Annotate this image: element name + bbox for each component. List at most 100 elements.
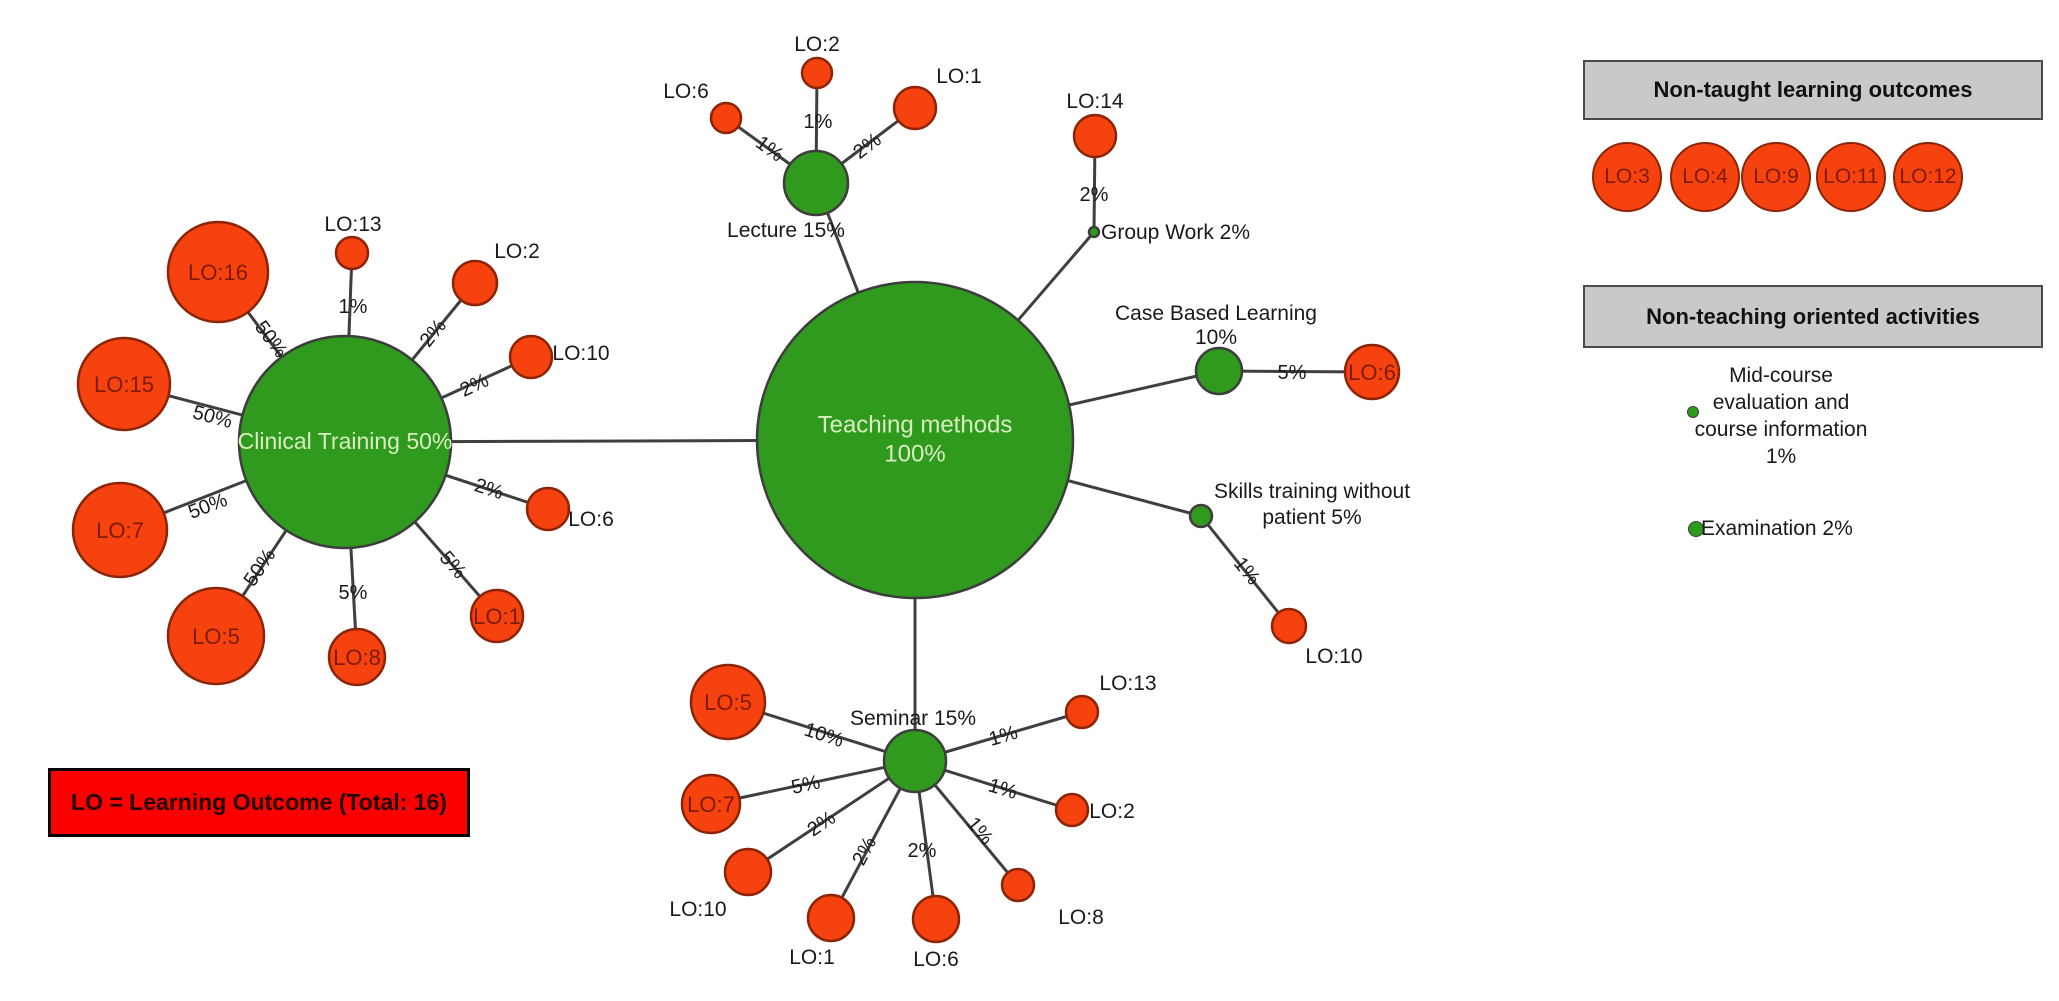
activity-label-0: Mid-course evaluation and course informati… — [1651, 362, 1911, 470]
edge-pct-lecture-lo2: 1% — [804, 111, 833, 133]
edge-pct-clinical-lo5: 50% — [240, 545, 281, 591]
outcome-node-seminar-lo5 — [689, 663, 767, 741]
outcome-label-clinical-lo1: LO:1 — [473, 604, 521, 629]
legend-text: LO = Learning Outcome (Total: 16) — [71, 789, 447, 815]
outcome-label-lecture-lo1: LO:1 — [936, 65, 982, 88]
method-node-groupwork — [1087, 225, 1101, 239]
edge-pct-seminar-lo13: 1% — [986, 722, 1020, 751]
activity-label-line: Examination 2% — [1701, 517, 1853, 540]
outcome-node-seminar-lo2 — [1054, 792, 1090, 828]
outcome-label-clinical-lo7: LO:7 — [96, 518, 144, 543]
edge-pct-clinical-lo7: 50% — [185, 489, 230, 524]
non-taught-outcome-lo3: LO:3 — [1592, 142, 1662, 212]
activity-label-line: evaluation and — [1712, 391, 1850, 414]
edge-pct-clinical-lo13: 1% — [339, 296, 368, 318]
edge-pct-seminar-lo2: 1% — [986, 775, 1020, 805]
method-node-clinical — [237, 334, 453, 550]
legend-box: LO = Learning Outcome (Total: 16) — [48, 768, 470, 837]
hub-label-clinical: Clinical Training 50% — [238, 428, 453, 454]
hub-label-skills: Skills training without — [1214, 480, 1410, 503]
outcome-node-seminar-lo1 — [806, 893, 856, 943]
method-node-lecture — [782, 149, 850, 217]
edge-pct-seminar-lo8: 1% — [962, 813, 998, 849]
outcome-node-seminar-lo6 — [911, 894, 961, 944]
hub-label-groupwork: Group Work 2% — [1101, 221, 1250, 244]
outcome-label-skills-lo10: LO:10 — [1305, 645, 1362, 668]
edge-pct-seminar-lo5: 10% — [801, 719, 846, 752]
outcome-node-seminar-lo8 — [1000, 867, 1036, 903]
non-taught-outcome-lo11: LO:11 — [1816, 142, 1886, 212]
outcome-node-clinical-lo13 — [334, 235, 370, 271]
outcome-label-cbl-lo6: LO:6 — [1348, 360, 1396, 385]
hub-label-teaching: 100% — [884, 441, 945, 468]
hub-label-skills: patient 5% — [1262, 506, 1361, 529]
non-taught-outcome-lo9: LO:9 — [1741, 142, 1811, 212]
activity-dot-icon — [1688, 521, 1704, 537]
edge-skills-lo10 — [1199, 515, 1291, 627]
outcome-node-clinical-lo8 — [327, 627, 387, 687]
outcome-node-seminar-lo10 — [723, 847, 773, 897]
outcome-label-clinical-lo2: LO:2 — [494, 240, 540, 263]
method-node-teaching — [755, 280, 1075, 600]
outcome-label-seminar-lo6: LO:6 — [913, 948, 959, 971]
panel-non-teaching-title: Non-teaching oriented activities — [1646, 303, 1980, 329]
outcome-node-clinical-lo10 — [508, 334, 554, 380]
outcome-node-clinical-lo2 — [451, 259, 499, 307]
outcome-label-seminar-lo1: LO:1 — [789, 946, 835, 969]
activity-dot-icon — [1687, 406, 1699, 418]
hub-label-cbl: Case Based Learning — [1115, 302, 1317, 325]
hub-label-seminar: Seminar 15% — [850, 707, 976, 730]
activity-label-line: 1% — [1765, 445, 1797, 468]
method-node-cbl — [1194, 346, 1244, 396]
outcome-node-lecture-lo1 — [892, 85, 938, 131]
outcome-node-clinical-lo15 — [76, 336, 172, 432]
activity-label-line: Mid-course — [1729, 364, 1833, 387]
hub-label-teaching: Teaching methods — [818, 412, 1013, 439]
panel-non-teaching-header: Non-teaching oriented activities — [1583, 285, 2043, 348]
outcome-node-skills-lo10 — [1270, 607, 1308, 645]
edge-pct-clinical-lo15: 50% — [190, 401, 235, 433]
outcome-node-clinical-lo7 — [71, 481, 169, 579]
edge-pct-lecture-lo6: 1% — [751, 132, 787, 167]
outcome-node-clinical-lo1 — [469, 588, 525, 644]
method-node-skills — [1188, 503, 1214, 529]
outcome-label-clinical-lo8: LO:8 — [333, 645, 381, 670]
outcome-label-seminar-lo10: LO:10 — [669, 898, 726, 921]
outcome-node-clinical-lo16 — [166, 220, 270, 324]
outcome-node-groupwork-lo14 — [1072, 113, 1118, 159]
edge-seminar-lo7 — [710, 759, 916, 806]
edge-pct-seminar-lo10: 2% — [804, 807, 840, 842]
outcome-label-clinical-lo13: LO:13 — [324, 213, 381, 236]
outcome-node-lecture-lo6 — [709, 101, 743, 135]
outcome-label-clinical-lo15: LO:15 — [94, 372, 154, 397]
edge-pct-seminar-lo7: 5% — [789, 771, 822, 799]
outcome-label-clinical-lo5: LO:5 — [192, 624, 240, 649]
edge-seminar-lo10 — [747, 759, 916, 874]
panel-non-taught-title: Non-taught learning outcomes — [1653, 77, 1973, 102]
outcome-label-seminar-lo2: LO:2 — [1089, 800, 1135, 823]
activity-label-1: Examination 2% — [1701, 515, 1921, 542]
edge-pct-clinical-lo6: 2% — [472, 474, 506, 504]
edge-pct-cbl-lo6: 5% — [1278, 362, 1307, 384]
outcome-label-seminar-lo7: LO:7 — [687, 792, 735, 817]
edge-pct-seminar-lo1: 2% — [848, 833, 881, 869]
non-taught-outcome-lo12: LO:12 — [1893, 142, 1963, 212]
outcome-label-seminar-lo5: LO:5 — [704, 690, 752, 715]
outcome-node-clinical-lo6 — [525, 486, 571, 532]
hub-label-lecture: Lecture 15% — [727, 219, 845, 242]
outcome-label-seminar-lo8: LO:8 — [1058, 906, 1104, 929]
outcome-label-clinical-lo10: LO:10 — [552, 342, 609, 365]
outcome-node-lecture-lo2 — [800, 56, 834, 90]
method-node-seminar — [882, 728, 948, 794]
edge-pct-clinical-lo10: 2% — [457, 369, 493, 401]
panel-non-taught-header: Non-taught learning outcomes — [1583, 60, 2043, 120]
outcome-label-clinical-lo6: LO:6 — [568, 508, 614, 531]
outcome-node-seminar-lo7 — [680, 773, 742, 835]
edge-pct-seminar-lo6: 2% — [908, 840, 937, 862]
outcome-label-lecture-lo2: LO:2 — [794, 33, 840, 56]
outcome-node-clinical-lo5 — [166, 586, 266, 686]
outcome-node-seminar-lo13 — [1064, 694, 1100, 730]
edge-pct-groupwork-lo14: 2% — [1080, 184, 1109, 206]
